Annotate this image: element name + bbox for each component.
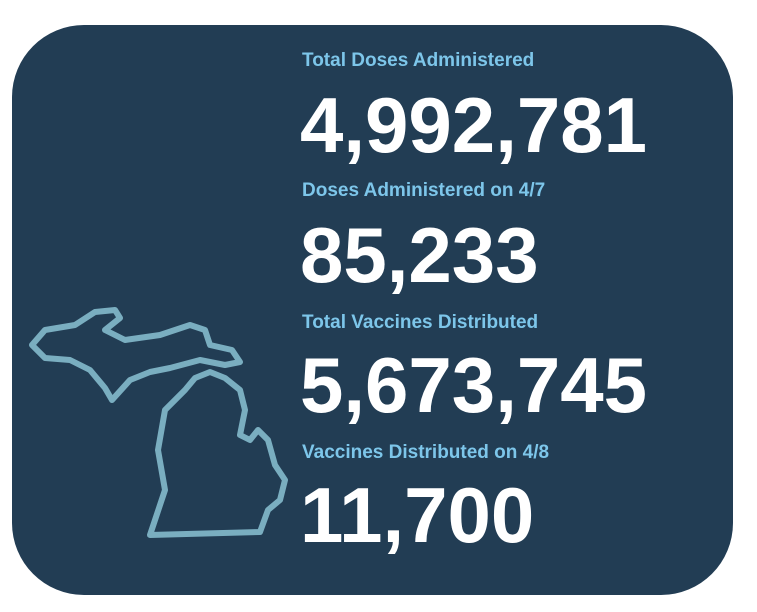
card <box>12 25 733 595</box>
stat-label: Total Doses Administered <box>302 50 534 71</box>
lower-peninsula <box>147 369 288 538</box>
stat-value: 4,992,781 <box>300 81 647 169</box>
stat-label: Vaccines Distributed on 4/8 <box>302 442 549 463</box>
upper-peninsula <box>29 307 243 403</box>
stat-label: Doses Administered on 4/7 <box>302 180 545 201</box>
stat-value: 85,233 <box>300 211 539 299</box>
stat-value: 5,673,745 <box>300 341 647 429</box>
michigan-outline <box>29 307 288 538</box>
stat-value: 11,700 <box>300 471 534 559</box>
stat-label: Total Vaccines Distributed <box>302 312 538 333</box>
